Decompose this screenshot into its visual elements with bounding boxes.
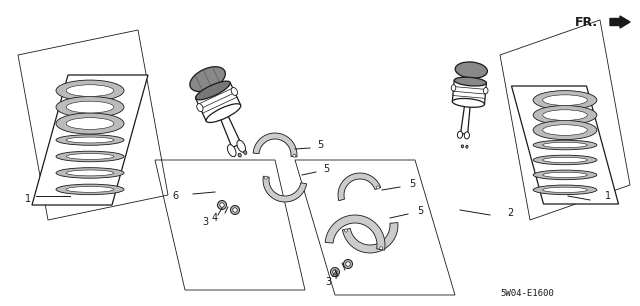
Text: 4: 4: [212, 213, 218, 223]
Text: 5W04-E1600: 5W04-E1600: [500, 289, 554, 297]
Ellipse shape: [66, 101, 114, 113]
Ellipse shape: [533, 185, 597, 195]
Text: 6: 6: [172, 191, 178, 201]
Ellipse shape: [66, 137, 114, 143]
Ellipse shape: [66, 170, 114, 176]
Ellipse shape: [190, 67, 225, 91]
Text: 3: 3: [202, 217, 208, 227]
Ellipse shape: [56, 151, 124, 162]
Ellipse shape: [56, 168, 124, 178]
Ellipse shape: [66, 186, 114, 192]
Ellipse shape: [66, 154, 114, 159]
Polygon shape: [32, 75, 148, 205]
Ellipse shape: [196, 104, 203, 111]
Ellipse shape: [461, 145, 463, 148]
Ellipse shape: [56, 113, 124, 134]
Polygon shape: [217, 107, 241, 148]
Polygon shape: [196, 82, 241, 121]
Ellipse shape: [56, 184, 124, 195]
Text: FR.: FR.: [575, 16, 598, 28]
Circle shape: [380, 247, 383, 250]
Circle shape: [344, 229, 348, 232]
Text: 5: 5: [417, 206, 423, 216]
Ellipse shape: [533, 155, 597, 165]
Circle shape: [264, 176, 268, 179]
Ellipse shape: [543, 95, 588, 106]
Circle shape: [346, 262, 350, 266]
Polygon shape: [511, 86, 618, 204]
Text: 5: 5: [317, 140, 323, 150]
Ellipse shape: [56, 135, 124, 145]
Ellipse shape: [533, 106, 597, 125]
Circle shape: [220, 203, 224, 207]
Ellipse shape: [533, 91, 597, 110]
Circle shape: [330, 267, 339, 277]
Ellipse shape: [543, 187, 588, 192]
Polygon shape: [338, 173, 381, 201]
Ellipse shape: [543, 157, 588, 162]
Ellipse shape: [56, 80, 124, 101]
Circle shape: [233, 208, 237, 212]
Ellipse shape: [66, 85, 114, 96]
Circle shape: [376, 186, 380, 189]
Text: 5: 5: [409, 179, 415, 189]
Polygon shape: [325, 215, 385, 250]
Ellipse shape: [451, 85, 456, 91]
Ellipse shape: [452, 99, 484, 107]
Polygon shape: [452, 80, 486, 104]
Ellipse shape: [238, 153, 241, 157]
Ellipse shape: [56, 96, 124, 118]
Ellipse shape: [206, 104, 241, 122]
Text: 3: 3: [325, 277, 331, 287]
Text: 2: 2: [507, 208, 513, 218]
Circle shape: [293, 154, 296, 157]
Ellipse shape: [543, 125, 588, 135]
Polygon shape: [253, 133, 297, 157]
Polygon shape: [461, 98, 471, 134]
Text: 5: 5: [323, 164, 329, 174]
Polygon shape: [342, 222, 398, 253]
Ellipse shape: [227, 145, 236, 157]
Text: 4: 4: [332, 271, 338, 281]
Ellipse shape: [466, 145, 468, 148]
Ellipse shape: [196, 81, 230, 100]
Ellipse shape: [543, 172, 588, 177]
Ellipse shape: [533, 121, 597, 140]
Ellipse shape: [543, 142, 588, 148]
FancyArrow shape: [610, 16, 630, 28]
Ellipse shape: [464, 132, 470, 139]
Text: 1: 1: [605, 191, 611, 201]
Text: 1: 1: [25, 194, 31, 204]
Ellipse shape: [458, 131, 463, 138]
Ellipse shape: [66, 118, 114, 129]
Polygon shape: [263, 176, 307, 202]
Ellipse shape: [483, 88, 488, 94]
Ellipse shape: [455, 62, 488, 78]
Ellipse shape: [231, 88, 237, 95]
Ellipse shape: [454, 77, 486, 86]
Ellipse shape: [533, 140, 597, 150]
Ellipse shape: [244, 151, 247, 155]
Circle shape: [230, 206, 239, 215]
Circle shape: [333, 270, 337, 274]
Ellipse shape: [533, 170, 597, 180]
Circle shape: [344, 259, 353, 268]
Ellipse shape: [237, 140, 246, 152]
Circle shape: [218, 200, 227, 210]
Ellipse shape: [543, 110, 588, 121]
